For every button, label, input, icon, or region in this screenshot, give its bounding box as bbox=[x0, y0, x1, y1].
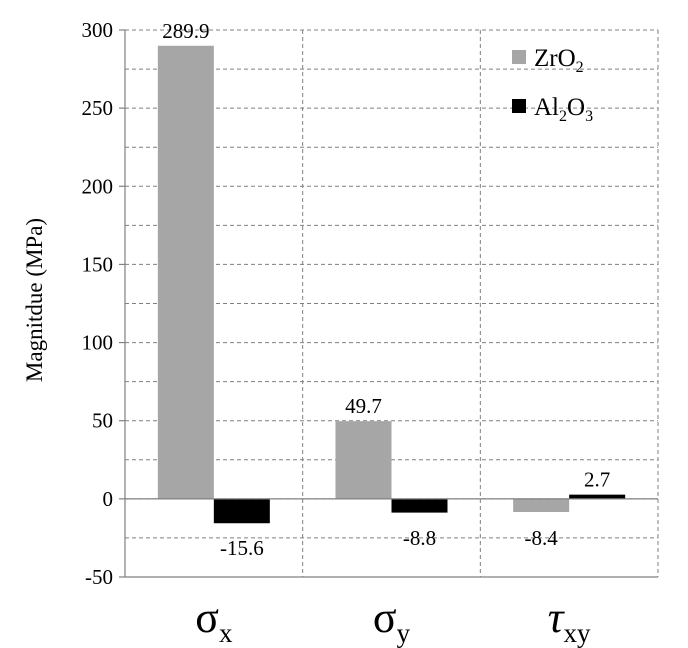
category-symbol: τ bbox=[548, 593, 566, 642]
category-symbol: σ bbox=[195, 593, 219, 642]
data-label: 49.7 bbox=[345, 394, 382, 418]
bar bbox=[157, 45, 214, 499]
data-labels: 289.9 49.7 -8.4 -15.6 -8.8 2.7 bbox=[162, 19, 610, 560]
legend-subscript: 3 bbox=[585, 108, 593, 125]
y-tick-label: -50 bbox=[85, 565, 113, 589]
data-label: -15.6 bbox=[220, 536, 264, 560]
axes bbox=[119, 29, 658, 578]
y-axis-label: Magnitdue (MPa) bbox=[22, 218, 47, 382]
bars bbox=[157, 45, 626, 524]
y-tick-label: 100 bbox=[82, 331, 114, 355]
bar bbox=[391, 498, 448, 513]
legend-swatch bbox=[512, 99, 526, 113]
y-tick-label: 200 bbox=[82, 174, 114, 198]
y-tick-label: 300 bbox=[82, 18, 114, 42]
category-label: σx bbox=[195, 593, 233, 648]
category-labels: σx σy τxy bbox=[195, 593, 591, 648]
category-label: σy bbox=[373, 593, 411, 648]
bar bbox=[335, 421, 392, 499]
legend-swatch bbox=[512, 50, 526, 64]
data-label: 2.7 bbox=[584, 468, 610, 492]
y-tick-label: 250 bbox=[82, 96, 114, 120]
legend-label: Al2O3 bbox=[534, 94, 593, 125]
legend-subscript: 2 bbox=[559, 108, 567, 125]
category-subscript: x bbox=[219, 618, 233, 648]
category-subscript: xy bbox=[564, 618, 592, 648]
y-tick-labels: -50 0 50 100 150 200 250 300 bbox=[82, 18, 114, 589]
category-subscript: y bbox=[397, 618, 411, 648]
data-label: -8.8 bbox=[403, 526, 436, 550]
data-label: -8.4 bbox=[525, 526, 559, 550]
data-label: 289.9 bbox=[162, 19, 209, 43]
legend-text: Al bbox=[534, 94, 559, 121]
category-label: τxy bbox=[548, 593, 591, 648]
y-tick-label: 150 bbox=[82, 252, 114, 276]
y-tick-label: 50 bbox=[92, 409, 113, 433]
legend-text: O bbox=[567, 94, 585, 121]
legend-text: ZrO bbox=[534, 45, 576, 72]
bar bbox=[569, 494, 626, 499]
y-tick-label: 0 bbox=[103, 487, 114, 511]
bar bbox=[213, 498, 270, 524]
legend-subscript: 2 bbox=[576, 59, 584, 76]
bar bbox=[513, 498, 570, 512]
legend-label: ZrO2 bbox=[534, 45, 584, 76]
category-symbol: σ bbox=[373, 593, 397, 642]
